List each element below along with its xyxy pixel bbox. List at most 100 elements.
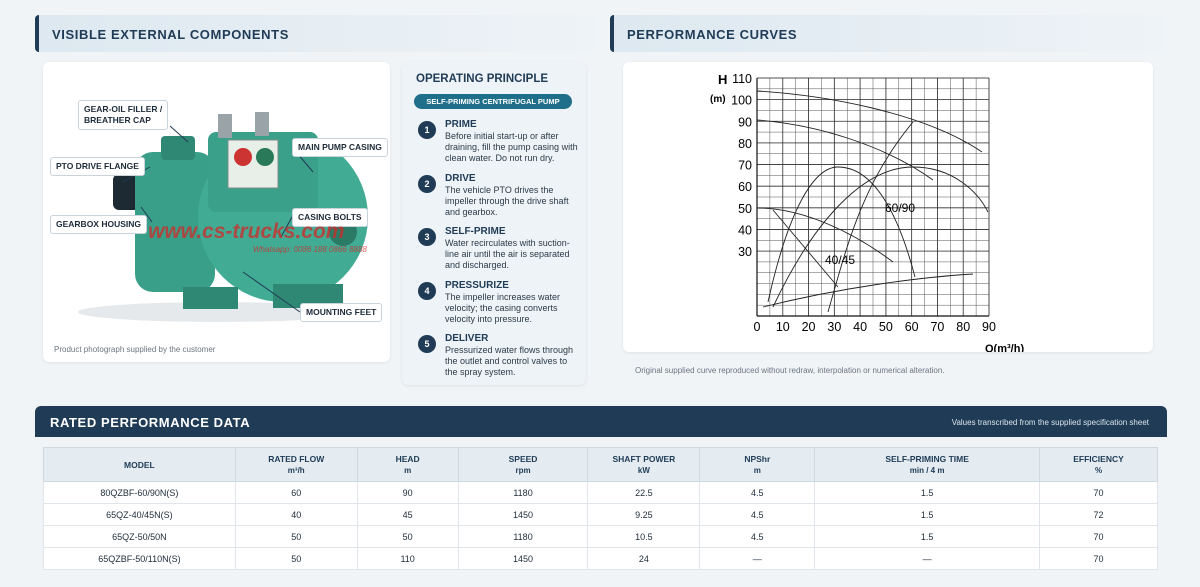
- table-cell: 65QZ-40/45N(S): [43, 503, 236, 526]
- component-label: MAIN PUMP CASING: [292, 138, 388, 157]
- x-axis-label: Q(m³/h): [985, 343, 1024, 352]
- table-cell: 110: [356, 547, 459, 570]
- column-name: NPShr: [744, 454, 771, 464]
- table-cell: 1.5: [814, 525, 1041, 548]
- column-header: MODEL: [43, 447, 236, 482]
- table-cell: 80QZBF-60/90N(S): [43, 481, 236, 504]
- column-header: RATED FLOW m³/h: [234, 447, 358, 482]
- column-name: EFFICIENCY: [1073, 454, 1124, 464]
- table-cell: 1180: [457, 481, 589, 504]
- grid: [756, 77, 990, 317]
- y-tick-label: 90: [738, 115, 752, 129]
- column-name: HEAD: [395, 454, 420, 464]
- table-cell: 1180: [457, 525, 589, 548]
- column-header: SHAFT POWER kW: [587, 447, 701, 482]
- step-number: 3: [418, 228, 436, 246]
- y-tick-label: 60: [738, 180, 752, 194]
- step-text: Before initial start-up or after drainin…: [445, 131, 578, 163]
- section-title: VISIBLE EXTERNAL COMPONENTS: [52, 27, 289, 42]
- component-label: CASING BOLTS: [292, 208, 368, 227]
- curve-label: 60/90: [885, 201, 915, 215]
- table-cell: 60: [234, 481, 358, 504]
- table-row: 65QZ-50/50N 50 50 1180 10.5 4.5 1.5 70: [43, 525, 1158, 548]
- table-cell: 1.5: [814, 503, 1041, 526]
- watermark: www.cs-trucks.com: [148, 220, 345, 243]
- step-text: The vehicle PTO drives the impeller thro…: [445, 184, 569, 217]
- table-cell: 10.5: [587, 525, 701, 548]
- principle-badge: SELF-PRIMING CENTRIFUGAL PUMP: [414, 94, 572, 109]
- photo-caption: Product photograph supplied by the custo…: [54, 345, 216, 354]
- column-unit: rpm: [515, 466, 531, 475]
- component-label-line: GEARBOX HOUSING: [56, 219, 142, 229]
- table-cell: —: [699, 547, 816, 570]
- step-title: DRIVE: [445, 172, 476, 184]
- curve-label: 40/45: [825, 253, 855, 267]
- table-cell: 4.5: [699, 503, 816, 526]
- table-note: Values transcribed from the supplied spe…: [951, 418, 1149, 427]
- y-axis-unit: (m): [710, 94, 726, 105]
- x-tick-label: 60: [905, 320, 919, 334]
- x-tick-label: 10: [776, 320, 790, 334]
- table-header-bar: RATED PERFORMANCE DATA Values transcribe…: [35, 406, 1167, 437]
- step-title: PRIME: [445, 119, 477, 130]
- step-title: DELIVER: [445, 333, 489, 344]
- column-header: EFFICIENCY%: [1039, 447, 1158, 482]
- curves-chart: H (m) Q(m³/h) 60/90 40/45 0 10 20 30 40 50 60 7…: [710, 72, 1024, 352]
- principle-title: OPERATING PRINCIPLE: [416, 73, 549, 85]
- y-tick-label: 80: [738, 137, 752, 151]
- x-tick-label: 70: [930, 320, 944, 334]
- watermark-contact: Whatsapp: 0086 188 0866 8888: [253, 245, 367, 254]
- component-label-line: BREATHER CAP: [84, 115, 151, 125]
- curves-card: H (m) Q(m³/h) 60/90 40/45 0 10 20 30 40 50 60 7…: [623, 62, 1153, 352]
- x-tick-label: 80: [956, 320, 970, 334]
- component-label-line: MAIN PUMP CASING: [298, 142, 382, 152]
- table-cell: 65QZBF-50/110N(S): [43, 547, 236, 570]
- section-title: PERFORMANCE CURVES: [627, 27, 798, 42]
- table-cell: 70: [1039, 547, 1158, 570]
- y-tick-label: 30: [738, 245, 752, 259]
- table-cell: 65QZ-50/50N: [43, 525, 236, 548]
- column-name: RATED FLOW: [268, 454, 325, 464]
- component-label-line: GEAR-OIL FILLER /: [84, 104, 163, 114]
- column-name: SPEED: [508, 454, 538, 464]
- section-header: PERFORMANCE CURVES: [610, 15, 1165, 52]
- column-unit: %: [1094, 466, 1103, 475]
- column-unit: m: [404, 466, 412, 475]
- component-label-line: CASING BOLTS: [298, 212, 362, 222]
- y-tick-label: 40: [738, 223, 752, 237]
- table-cell: 4.5: [699, 525, 816, 548]
- component-label-line: PTO DRIVE FLANGE: [56, 161, 139, 171]
- component-label-line: MOUNTING FEET: [306, 307, 377, 317]
- photo-card: GEAR-OIL FILLER / BREATHER CAP PTO DRIVE…: [43, 62, 390, 362]
- table-cell: 24: [587, 547, 701, 570]
- y-tick-label: 110: [732, 72, 752, 86]
- step-title: SELF-PRIME: [445, 226, 506, 237]
- rated-table: MODEL RATED FLOW m³/h HEAD m SPEED rpm SHAFT PO…: [43, 447, 1158, 570]
- column-header: NPShr m: [699, 447, 816, 482]
- table-cell: 72: [1039, 503, 1158, 526]
- table-cell: 9.25: [587, 503, 701, 526]
- step-text: Water recirculates with suction-line air…: [445, 238, 570, 270]
- step-title: PRESSURIZE: [445, 279, 509, 291]
- step-number: 2: [418, 174, 436, 193]
- x-tick-label: 40: [853, 320, 867, 334]
- table-cell: 1.5: [814, 481, 1041, 504]
- column-header: HEAD m: [356, 447, 459, 482]
- table-cell: 1450: [457, 503, 589, 526]
- x-tick-label: 0: [754, 320, 761, 334]
- column-header: SPEED rpm: [457, 447, 589, 482]
- column-unit: kW: [637, 466, 650, 475]
- principle-card: OPERATING PRINCIPLE SELF-PRIMING CENTRIF…: [402, 62, 586, 385]
- column-name: SHAFT POWER: [612, 454, 676, 464]
- y-tick-label: 70: [738, 159, 752, 173]
- table-cell: 22.5: [587, 481, 701, 504]
- column-unit: m³/h: [287, 466, 305, 475]
- component-label: MOUNTING FEET: [300, 303, 383, 322]
- table-row: 65QZBF-50/110N(S) 50 110 1450 24— —70: [43, 547, 1158, 570]
- header-row: MODEL RATED FLOW m³/h HEAD m SPEED rpm SHAFT PO…: [43, 447, 1158, 482]
- column-header: SELF-PRIMING TIME min / 4 m: [814, 447, 1041, 482]
- column-unit: m: [753, 466, 761, 475]
- x-tick-label: 20: [802, 320, 816, 334]
